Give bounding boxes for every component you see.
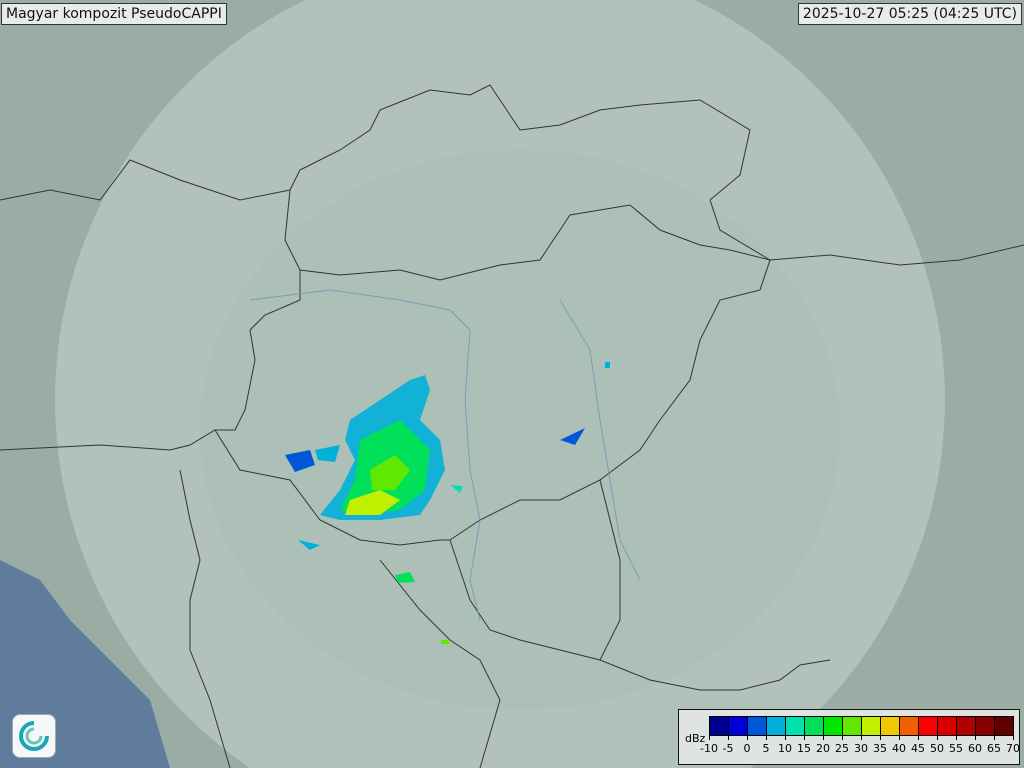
- legend-tick-mark: [994, 736, 995, 740]
- rivers: [249, 289, 641, 621]
- legend-swatch: [938, 717, 957, 735]
- legend-swatch: [919, 717, 938, 735]
- legend-swatch: [824, 717, 843, 735]
- legend-tick-mark: [785, 736, 786, 740]
- legend-tick-label: 10: [778, 742, 792, 755]
- legend-tick-label: 5: [762, 742, 770, 755]
- legend-tick-label: 45: [911, 742, 925, 755]
- dbz-color-legend: dBz -10 -5 0 5 10 15 20 25 30 35 40 45 50 55 60 65 70: [678, 709, 1020, 765]
- legend-unit: dBz: [685, 732, 706, 745]
- legend-tick-label: 60: [968, 742, 982, 755]
- legend-tick-mark: [804, 736, 805, 740]
- map-title: Magyar kompozit PseudoCAPPI: [1, 3, 227, 25]
- legend-tick-mark: [1013, 736, 1014, 740]
- legend-swatch: [786, 717, 805, 735]
- country-borders: [0, 84, 1024, 768]
- legend-tick-mark: [975, 736, 976, 740]
- legend-tick-mark: [747, 736, 748, 740]
- legend-tick-label: 70: [1006, 742, 1020, 755]
- legend-swatch: [767, 717, 786, 735]
- legend-tick-mark: [728, 736, 729, 740]
- legend-ticks: -10 -5 0 5 10 15 20 25 30 35 40 45 50 55 60 65 70: [700, 736, 1020, 760]
- radar-composite-area: [200, 150, 840, 710]
- legend-tick-mark: [918, 736, 919, 740]
- legend-tick-label: 55: [949, 742, 963, 755]
- legend-swatch: [710, 717, 729, 735]
- legend-swatch: [843, 717, 862, 735]
- legend-color-bar: [709, 716, 1014, 736]
- radar-echoes: [285, 362, 610, 644]
- legend-tick-label: 15: [797, 742, 811, 755]
- legend-tick-label: 20: [816, 742, 830, 755]
- legend-swatch: [900, 717, 919, 735]
- legend-tick-label: 65: [987, 742, 1001, 755]
- legend-swatch: [805, 717, 824, 735]
- legend-tick-label: 30: [854, 742, 868, 755]
- legend-swatch: [976, 717, 995, 735]
- legend-tick-mark: [861, 736, 862, 740]
- met-service-swirl-logo-icon: [12, 714, 56, 758]
- legend-tick-label: 0: [743, 742, 751, 755]
- legend-swatch: [995, 717, 1013, 735]
- legend-tick-mark: [842, 736, 843, 740]
- legend-tick-label: 50: [930, 742, 944, 755]
- legend-tick-label: 35: [873, 742, 887, 755]
- legend-tick-mark: [937, 736, 938, 740]
- legend-tick-mark: [766, 736, 767, 740]
- legend-tick-mark: [709, 736, 710, 740]
- timestamp: 2025-10-27 05:25 (04:25 UTC): [797, 3, 1022, 25]
- legend-tick-mark: [823, 736, 824, 740]
- legend-tick-label: 25: [835, 742, 849, 755]
- legend-tick-mark: [880, 736, 881, 740]
- legend-tick-mark: [956, 736, 957, 740]
- legend-swatch: [748, 717, 767, 735]
- legend-tick-label: -10: [700, 742, 718, 755]
- legend-swatch: [957, 717, 976, 735]
- legend-tick-label: 40: [892, 742, 906, 755]
- legend-tick-mark: [899, 736, 900, 740]
- legend-swatch: [862, 717, 881, 735]
- legend-swatch: [729, 717, 748, 735]
- legend-tick-label: -5: [722, 742, 734, 755]
- legend-swatch: [881, 717, 900, 735]
